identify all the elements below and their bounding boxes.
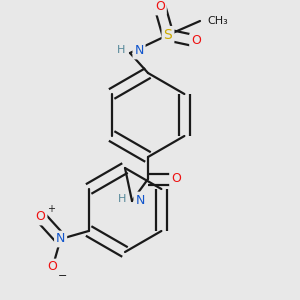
Text: CH₃: CH₃: [207, 16, 228, 26]
Text: −: −: [58, 271, 67, 281]
Text: O: O: [36, 211, 46, 224]
Text: H: H: [118, 194, 126, 204]
Text: N: N: [135, 194, 145, 206]
Text: O: O: [155, 1, 165, 13]
Text: O: O: [48, 260, 58, 274]
Text: S: S: [164, 28, 172, 42]
Text: +: +: [46, 204, 55, 214]
Text: O: O: [171, 172, 181, 185]
Text: N: N: [134, 44, 144, 58]
Text: N: N: [56, 232, 65, 245]
Text: H: H: [117, 45, 125, 55]
Text: O: O: [191, 34, 201, 47]
